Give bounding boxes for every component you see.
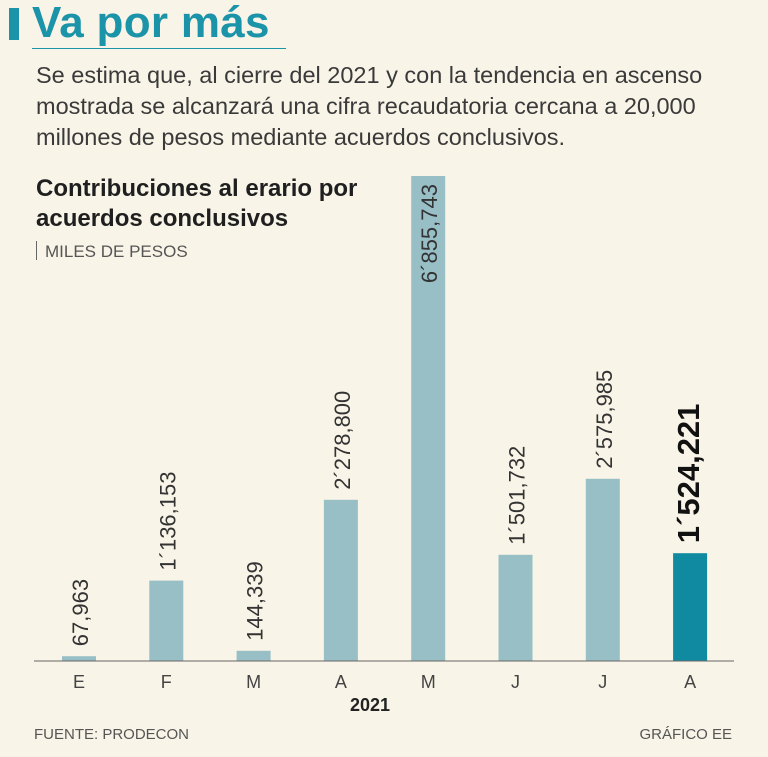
x-tick-label-8: A: [684, 672, 696, 692]
bar-2: [149, 580, 184, 661]
bar-5: [411, 176, 446, 661]
value-label-8: 1´524,221: [671, 404, 706, 544]
value-labels-group: 67,963 1´136,153 144,339 2´278,800 6´855,743…: [68, 184, 706, 646]
bar-4: [323, 499, 358, 661]
x-tick-label-1: E: [73, 672, 85, 692]
source-note: FUENTE: PRODECON: [34, 726, 190, 743]
bar-7: [585, 478, 620, 661]
credit-note: GRÁFICO EE: [639, 726, 732, 743]
title-accent-bar: [9, 8, 19, 40]
subtitle: Se estima que, al cierre del 2021 y con …: [36, 62, 703, 150]
units-text: MILES DE PESOS: [45, 242, 188, 261]
x-tick-label-6: J: [511, 672, 520, 692]
value-label-1: 67,963: [68, 579, 93, 646]
bars-group: [62, 176, 708, 661]
value-label-3: 144,339: [243, 561, 268, 641]
value-label-6: 1´501,732: [505, 446, 530, 545]
value-label-7: 2´575,985: [592, 370, 617, 469]
x-tick-label-5: M: [421, 672, 436, 692]
bar-3: [236, 650, 271, 661]
title-underline: [32, 48, 286, 49]
x-axis-title: 2021: [349, 695, 391, 715]
bar-6: [498, 554, 533, 661]
value-label-4: 2´278,800: [330, 391, 355, 490]
units-divider: [36, 241, 37, 260]
x-tick-label-7: J: [598, 672, 607, 692]
units-label: MILES DE PESOS: [36, 241, 188, 262]
chart-title: Contribuciones al erario por acuerdos co…: [36, 175, 358, 232]
page-title: Va por más: [32, 0, 270, 47]
value-label-2: 1´136,153: [155, 472, 180, 571]
x-tick-label-4: A: [335, 672, 347, 692]
x-tick-label-3: M: [246, 672, 261, 692]
bar-8: [673, 553, 708, 661]
bar-1: [62, 656, 96, 661]
x-tick-label-2: F: [161, 672, 172, 692]
value-label-5: 6´855,743: [417, 184, 442, 283]
